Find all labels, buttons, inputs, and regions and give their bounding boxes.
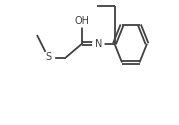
Ellipse shape xyxy=(72,16,92,27)
Ellipse shape xyxy=(93,38,104,49)
Text: S: S xyxy=(45,52,51,62)
Text: OH: OH xyxy=(74,16,90,26)
Ellipse shape xyxy=(42,52,54,63)
Text: N: N xyxy=(95,39,102,49)
